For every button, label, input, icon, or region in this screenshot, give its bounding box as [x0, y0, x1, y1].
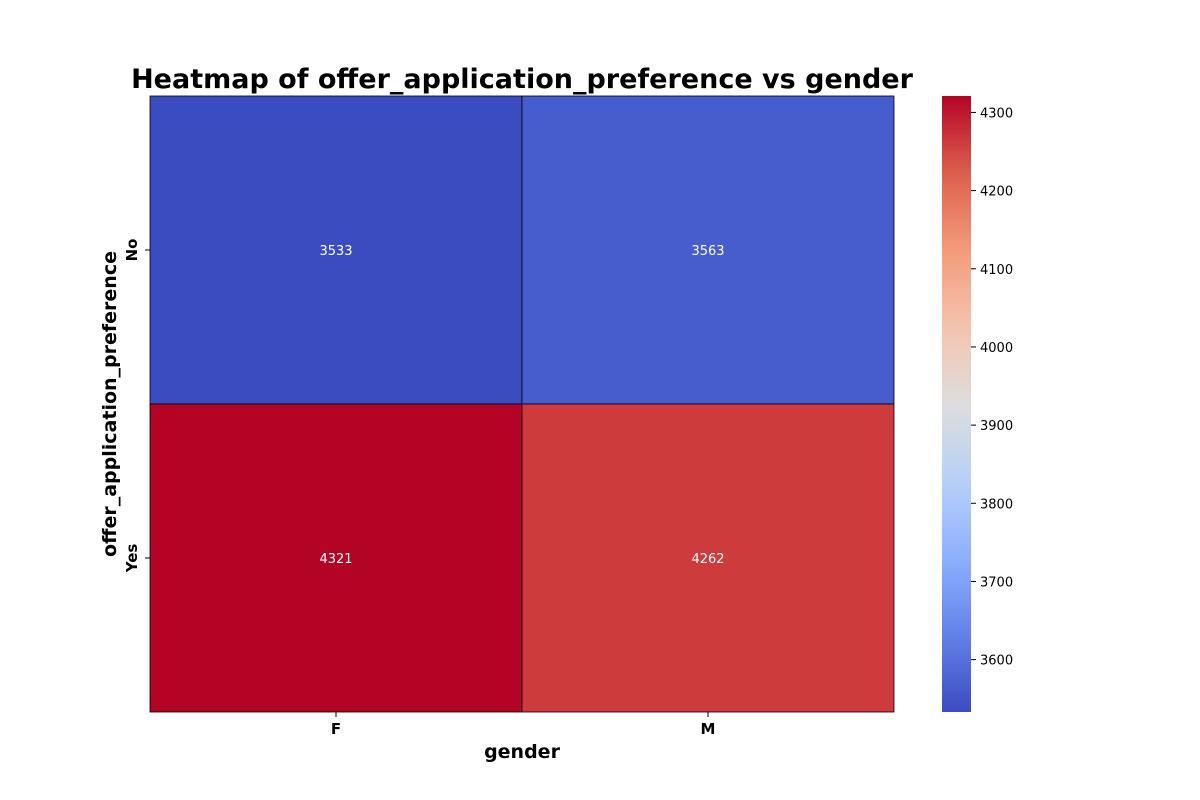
colorbar-ticks: 3600 3700 3800 3900 4000 4100 4200 4300 — [971, 106, 1013, 669]
x-tick-label: F — [331, 720, 341, 738]
y-tick-label: Yes — [123, 544, 141, 574]
heatmap-cell — [149, 95, 523, 405]
heatmap-cells: 3533 3563 4321 4262 — [149, 95, 895, 713]
x-axis-label: gender — [484, 741, 561, 763]
colorbar-tick-label: 3700 — [980, 575, 1013, 590]
y-tick-label: No — [123, 239, 141, 262]
colorbar-tick-label: 3800 — [980, 497, 1013, 512]
y-axis-ticks: No Yes — [123, 239, 150, 574]
heatmap-cell — [149, 403, 523, 713]
y-axis-label: offer_application_preference — [99, 251, 121, 557]
cell-value-label: 3533 — [319, 244, 352, 259]
colorbar-tick-label: 4100 — [980, 263, 1013, 278]
colorbar-tick-label: 4200 — [980, 185, 1013, 200]
cell-value-label: 4321 — [319, 552, 352, 567]
colorbar-tick-label: 3900 — [980, 419, 1013, 434]
colorbar-tick-label: 4300 — [980, 106, 1013, 121]
x-tick-label: M — [701, 720, 716, 738]
chart-title: Heatmap of offer_application_preference … — [131, 64, 914, 95]
heatmap-cell — [521, 95, 895, 405]
colorbar-tick-label: 3600 — [980, 654, 1013, 669]
colorbar — [942, 96, 971, 712]
cell-value-label: 3563 — [691, 244, 724, 259]
heatmap-cell — [521, 403, 895, 713]
colorbar-tick-label: 4000 — [980, 341, 1013, 356]
cell-value-label: 4262 — [691, 552, 724, 567]
